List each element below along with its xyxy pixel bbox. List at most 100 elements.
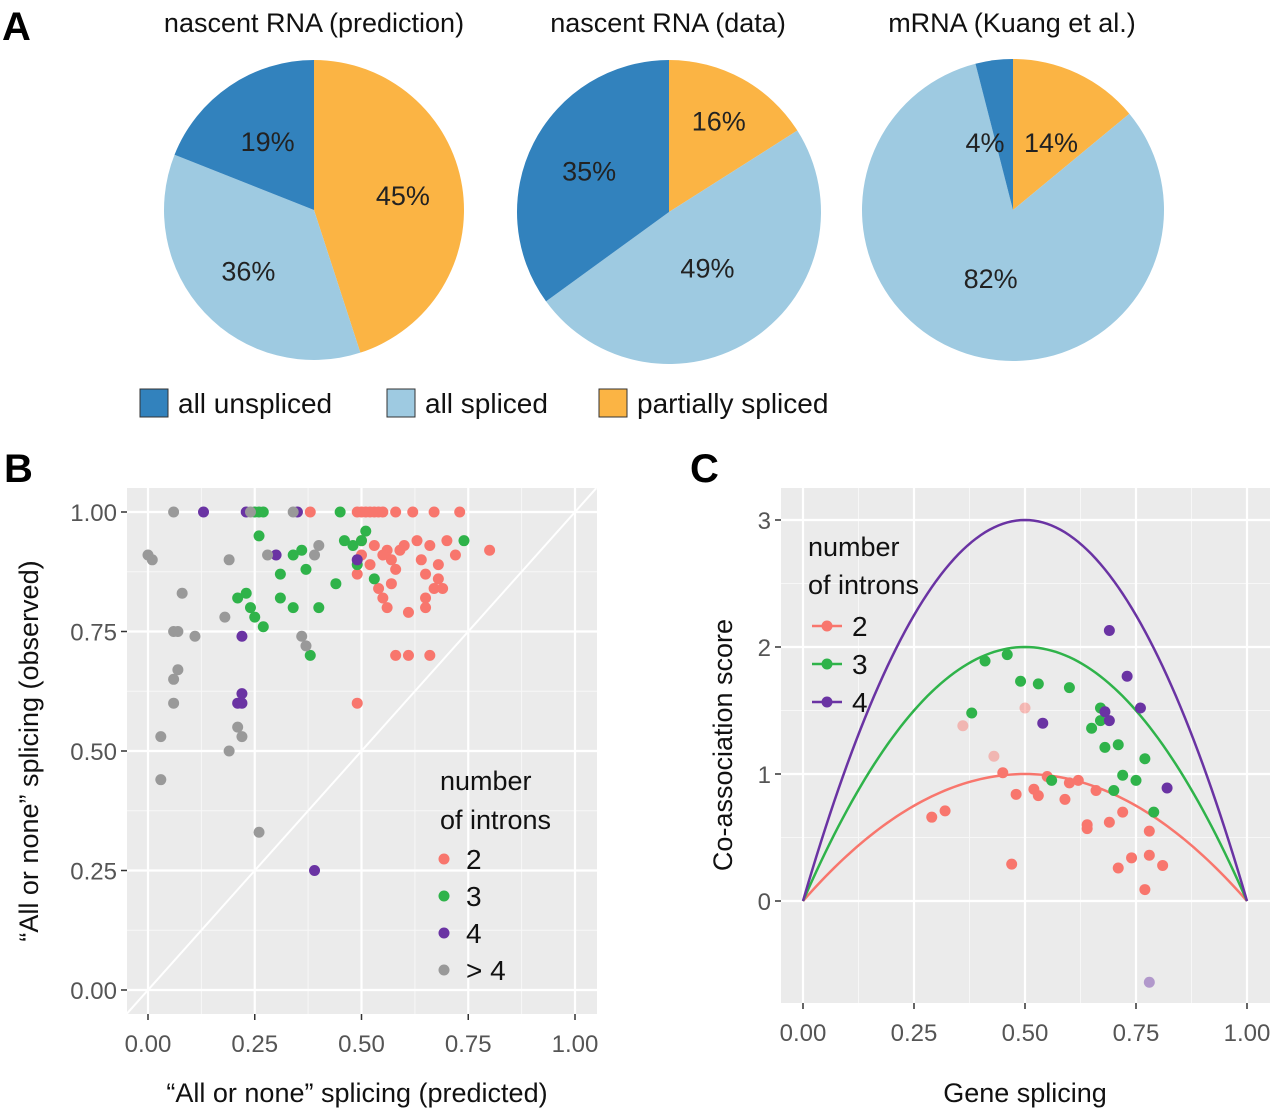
- scatter-point-introns-3: [296, 544, 308, 556]
- pie-slice-all-spliced-prediction: [163, 154, 361, 360]
- scatter-point-introns-gt4: [168, 697, 180, 709]
- scatter-point-introns-3: [304, 649, 316, 661]
- scatter-point-introns-2: [428, 582, 440, 594]
- scatter-point-introns-gt4: [155, 774, 167, 786]
- scatter-point-introns-3: [300, 563, 312, 575]
- scatter-point-introns-gt4: [168, 673, 180, 685]
- point-introns-2: [1143, 825, 1155, 837]
- panel-letter-a: A: [2, 5, 31, 49]
- pie-title-mrna: mRNA (Kuang et al.): [888, 8, 1136, 38]
- scatter-point-introns-2: [390, 563, 402, 575]
- legend-title-line2-c: of introns: [808, 570, 919, 600]
- scatter-point-introns-gt4: [172, 664, 184, 676]
- pie-slice-all-unspliced-data: [517, 60, 669, 302]
- scatter-point-introns-2: [420, 602, 432, 614]
- x-tick-label-b: 0.75: [445, 1031, 492, 1058]
- scatter-point-introns-4: [236, 630, 248, 642]
- y-axis-title-b: “All or none” splicing (observed): [14, 560, 44, 941]
- legend-label-2-c: 2: [852, 611, 868, 642]
- y-tick-label-c: 3: [758, 508, 771, 535]
- panel-letter-b: B: [4, 447, 33, 491]
- point-introns-2: [1112, 862, 1124, 874]
- curve-introns-2: [802, 772, 1248, 902]
- x-tick-label-b: 0.00: [125, 1031, 172, 1058]
- x-tick-label-c: 1.00: [1224, 1020, 1271, 1047]
- scatter-point-introns-2: [377, 592, 389, 604]
- legend-label-4-c: 4: [852, 687, 868, 718]
- point-introns-4: [1037, 717, 1049, 729]
- scatter-point-introns-2: [415, 554, 427, 566]
- scatter-point-introns-3: [360, 525, 372, 537]
- legend-label-all-unspliced: all unspliced: [178, 388, 332, 419]
- scatter-point-introns-3: [253, 530, 265, 542]
- point-introns-2: [1059, 793, 1071, 805]
- scatter-point-introns-gt4: [236, 731, 248, 743]
- scatter-point-introns-4: [236, 688, 248, 700]
- point-introns-3: [1112, 739, 1124, 751]
- scatter-point-introns-gt4: [309, 549, 321, 561]
- scatter-point-introns-3: [240, 587, 252, 599]
- point-introns-4: [1161, 782, 1173, 794]
- scatter-point-introns-3: [249, 611, 261, 623]
- legend-key-2-c: [821, 620, 833, 632]
- legend-label-3-c: 3: [852, 649, 868, 680]
- scatter-point-introns-3: [287, 602, 299, 614]
- legend-title-line1-c: number: [808, 532, 900, 562]
- scatter-point-introns-2: [432, 559, 444, 571]
- scatter-point-introns-2: [441, 535, 453, 547]
- scatter-point-introns-3: [458, 535, 470, 547]
- scatter-point-introns-2: [420, 592, 432, 604]
- gridlines-b: [125, 487, 598, 1015]
- point-introns-3: [1015, 675, 1027, 687]
- point-introns-4: [1143, 976, 1155, 988]
- legend-b: number of introns 2 3 4 > 4: [438, 766, 551, 986]
- scatter-point-introns-gt4: [223, 745, 235, 757]
- pie-label-all-unspliced-data: 35%: [562, 156, 616, 186]
- curve-introns-3: [801, 645, 1249, 902]
- points-b: [142, 506, 496, 876]
- pie-label-all-spliced-prediction: 36%: [221, 257, 275, 287]
- point-introns-3: [1086, 722, 1098, 734]
- point-introns-4: [1121, 670, 1133, 682]
- scatter-point-introns-gt4: [232, 721, 244, 733]
- point-introns-2: [1072, 774, 1084, 786]
- legend-key-4-c: [821, 696, 833, 708]
- scatter-point-introns-2: [351, 568, 363, 580]
- point-introns-2: [1139, 884, 1151, 896]
- scatter-point-introns-2: [364, 559, 376, 571]
- y-tick-label-b: 1.00: [70, 500, 117, 527]
- pie-slices-data: 16% 49% 35%: [517, 60, 821, 365]
- scatter-plot-b: 0.00 0.25 0.50 0.75 1.00 0.00 0.25 0.50 0.75 1.00…: [14, 487, 598, 1108]
- identity-diagonal-b: [125, 487, 598, 1015]
- scatter-point-introns-2: [377, 506, 389, 518]
- scatter-point-introns-3: [257, 506, 269, 518]
- point-introns-2: [957, 720, 969, 732]
- scatter-point-introns-2: [394, 544, 406, 556]
- scatter-point-introns-2: [368, 539, 380, 551]
- pie-chart-data: nascent RNA (data) 16% 49% 35%: [517, 8, 821, 365]
- point-introns-4: [1103, 715, 1115, 727]
- pie-label-all-unspliced-mrna: 4%: [965, 128, 1004, 158]
- scatter-point-introns-3: [347, 539, 359, 551]
- y-tick-label-c: 1: [758, 762, 771, 789]
- scatter-point-introns-3: [274, 568, 286, 580]
- legend-key-3-c: [821, 658, 833, 670]
- scatter-point-introns-4: [198, 506, 210, 518]
- point-introns-2: [1117, 806, 1129, 818]
- x-tick-label-c: 0.00: [780, 1020, 827, 1047]
- point-introns-2: [1157, 859, 1169, 871]
- scatter-point-introns-2: [390, 649, 402, 661]
- point-introns-4: [1134, 702, 1146, 714]
- point-introns-3: [1001, 649, 1013, 661]
- point-introns-3: [1117, 769, 1129, 781]
- point-introns-2: [1143, 849, 1155, 861]
- scatter-point-introns-gt4: [287, 506, 299, 518]
- scatter-point-introns-3: [330, 578, 342, 590]
- pie-chart-mrna: mRNA (Kuang et al.) 14% 82% 4%: [862, 8, 1164, 361]
- points-c: [926, 624, 1173, 988]
- scatter-point-introns-2: [424, 649, 436, 661]
- pie-label-all-spliced-mrna: 82%: [964, 264, 1018, 294]
- scatter-point-introns-3: [356, 535, 367, 547]
- scatter-point-introns-2: [407, 506, 419, 518]
